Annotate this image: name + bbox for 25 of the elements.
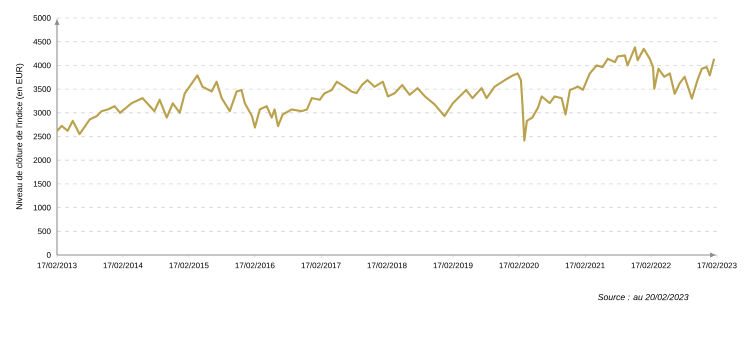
y-tick-label: 3500 — [33, 86, 51, 92]
x-tick-label: 17/02/2021 — [566, 262, 605, 268]
x-tick-label: 17/02/2016 — [235, 262, 275, 268]
x-tick-label: 17/02/2018 — [368, 262, 407, 268]
x-tick-label: 17/02/2023 — [698, 262, 737, 268]
line-series — [56, 46, 716, 142]
y-tick-label: 500 — [38, 228, 51, 234]
y-tick-label: 2000 — [34, 157, 51, 164]
y-tick-label: 1500 — [34, 181, 51, 187]
y-tick-label: 0 — [46, 252, 51, 258]
x-tick-label: 17/02/2020 — [500, 262, 539, 268]
y-axis-title: Niveau de clôture de l'indice (en EUR) — [16, 64, 24, 210]
y-tick-label: 1000 — [34, 204, 51, 210]
y-tick-label: 5000 — [33, 15, 51, 21]
x-tick-label: 17/02/2013 — [38, 262, 77, 268]
x-tick-label: 17/02/2017 — [302, 262, 341, 268]
source-note: Source : au 20/02/2023 — [598, 294, 689, 300]
x-tick-label: 17/02/2014 — [104, 262, 143, 268]
y-tick-label: 2500 — [34, 134, 51, 140]
x-tick-label: 17/02/2015 — [170, 262, 209, 268]
x-tick-label: 17/02/2022 — [632, 262, 671, 268]
y-tick-label: 4000 — [33, 62, 51, 68]
x-tick-label: 17/02/2019 — [434, 262, 473, 268]
y-tick-label: 4500 — [33, 38, 51, 45]
y-tick-label: 3000 — [33, 110, 51, 116]
